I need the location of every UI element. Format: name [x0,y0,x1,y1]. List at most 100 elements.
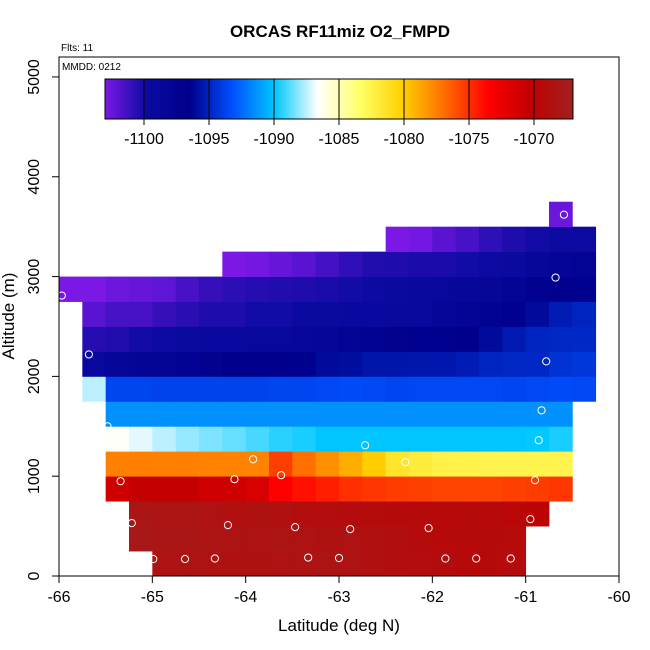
heatmap-cell [105,476,130,502]
heatmap-cell [549,226,573,253]
heatmap-cell [129,451,153,477]
heatmap-cell [455,301,480,327]
heatmap-cell [432,326,457,352]
heatmap-cell [479,401,503,427]
heatmap-cell [339,551,363,577]
heatmap-cell [245,251,270,277]
heatmap-cell [292,301,317,327]
heatmap-cell [525,501,550,527]
heatmap-cell [175,551,200,577]
heatmap-cell [479,551,503,577]
heatmap-cell [315,526,340,552]
heatmap-cell [409,226,433,253]
heatmap-cell [339,301,363,327]
heatmap-cell [362,476,387,502]
heatmap-cell [315,451,340,477]
heatmap-cell [222,376,247,402]
heatmap-cell [502,326,527,352]
heatmap-cell [292,501,317,527]
heatmap-cell [199,451,223,477]
heatmap-cell [525,376,550,402]
heatmap-cell [82,351,107,377]
heatmap-cell [409,451,433,477]
heatmap-cell [502,551,527,577]
heatmap-cell [339,376,363,402]
heatmap-cell [339,451,363,477]
heatmap-cell [222,276,247,302]
x-tick-label: -64 [234,589,257,606]
heatmap-cell [409,476,433,502]
heatmap-cell [152,326,177,352]
heatmap-cell [175,476,200,502]
heatmap-cell [385,451,410,477]
heatmap-cell [269,401,293,427]
heatmap-cell [549,376,573,402]
heatmap-cell [315,426,340,452]
flight-point [230,475,239,484]
heatmap-cell [385,476,410,502]
heatmap-cell [292,401,317,427]
heatmap-cell [245,376,270,402]
heatmap-cell [82,276,107,302]
heatmap-cell [105,376,130,402]
heatmap-cell [549,326,573,352]
heatmap-cell [432,426,457,452]
heatmap-cell [175,276,200,302]
heatmap-cell [199,376,223,402]
flight-point [559,210,569,219]
heatmap-cell [129,401,153,427]
flight-point [506,554,515,563]
flight-point [441,554,450,563]
heatmap-cell [362,276,387,302]
heatmap-cell [525,426,550,452]
heatmap-cell [432,226,457,253]
heatmap-cell [105,276,130,302]
heatmap-cell [572,251,597,277]
heatmap-cell [245,501,270,527]
heatmap-cell [525,301,550,327]
heatmap-cell [292,376,317,402]
heatmap-cell [292,426,317,452]
chart-title: ORCAS RF11miz O2_FMPD [230,22,450,41]
heatmap-cell [152,501,177,527]
heatmap-cell [129,501,153,527]
heatmap-cell [362,501,387,527]
flight-point [401,458,410,467]
x-axis-label: Latitude (deg N) [278,616,400,635]
heatmap-cell [432,276,457,302]
flight-point [103,422,112,431]
heatmap-cell [222,476,247,502]
heatmap-cell [269,526,293,552]
heatmap-cell [479,426,503,452]
heatmap-cell [199,476,223,502]
flight-point [334,553,344,563]
heatmap-cell [572,301,597,327]
heatmap-cell [479,226,503,253]
heatmap-cell [222,301,247,327]
heatmap-cell [572,276,597,302]
heatmap-cell [572,326,597,352]
heatmap-cell [572,376,597,402]
heatmap-cell [82,326,107,352]
flight-point [84,350,93,359]
heatmap-cell [269,251,293,277]
heatmap-cell [339,526,363,552]
flight-point [180,554,190,564]
heatmap-cell [339,326,363,352]
heatmap-cell [385,351,410,377]
x-tick-label: -66 [47,589,70,606]
heatmap-cell [409,351,433,377]
heatmap-cell [129,376,153,402]
heatmap-cell [409,326,433,352]
heatmap-cell [455,351,480,377]
heatmap-cell [549,201,573,228]
flight-point [530,476,540,485]
flight-point [526,515,535,524]
heatmap-cell [199,276,223,302]
flight-point [551,273,560,282]
heatmap-cell [455,226,480,253]
heatmap-cell [502,226,527,253]
heatmap-cell [339,251,363,277]
heatmap-cell [549,301,573,327]
heatmap-cell [432,526,457,552]
